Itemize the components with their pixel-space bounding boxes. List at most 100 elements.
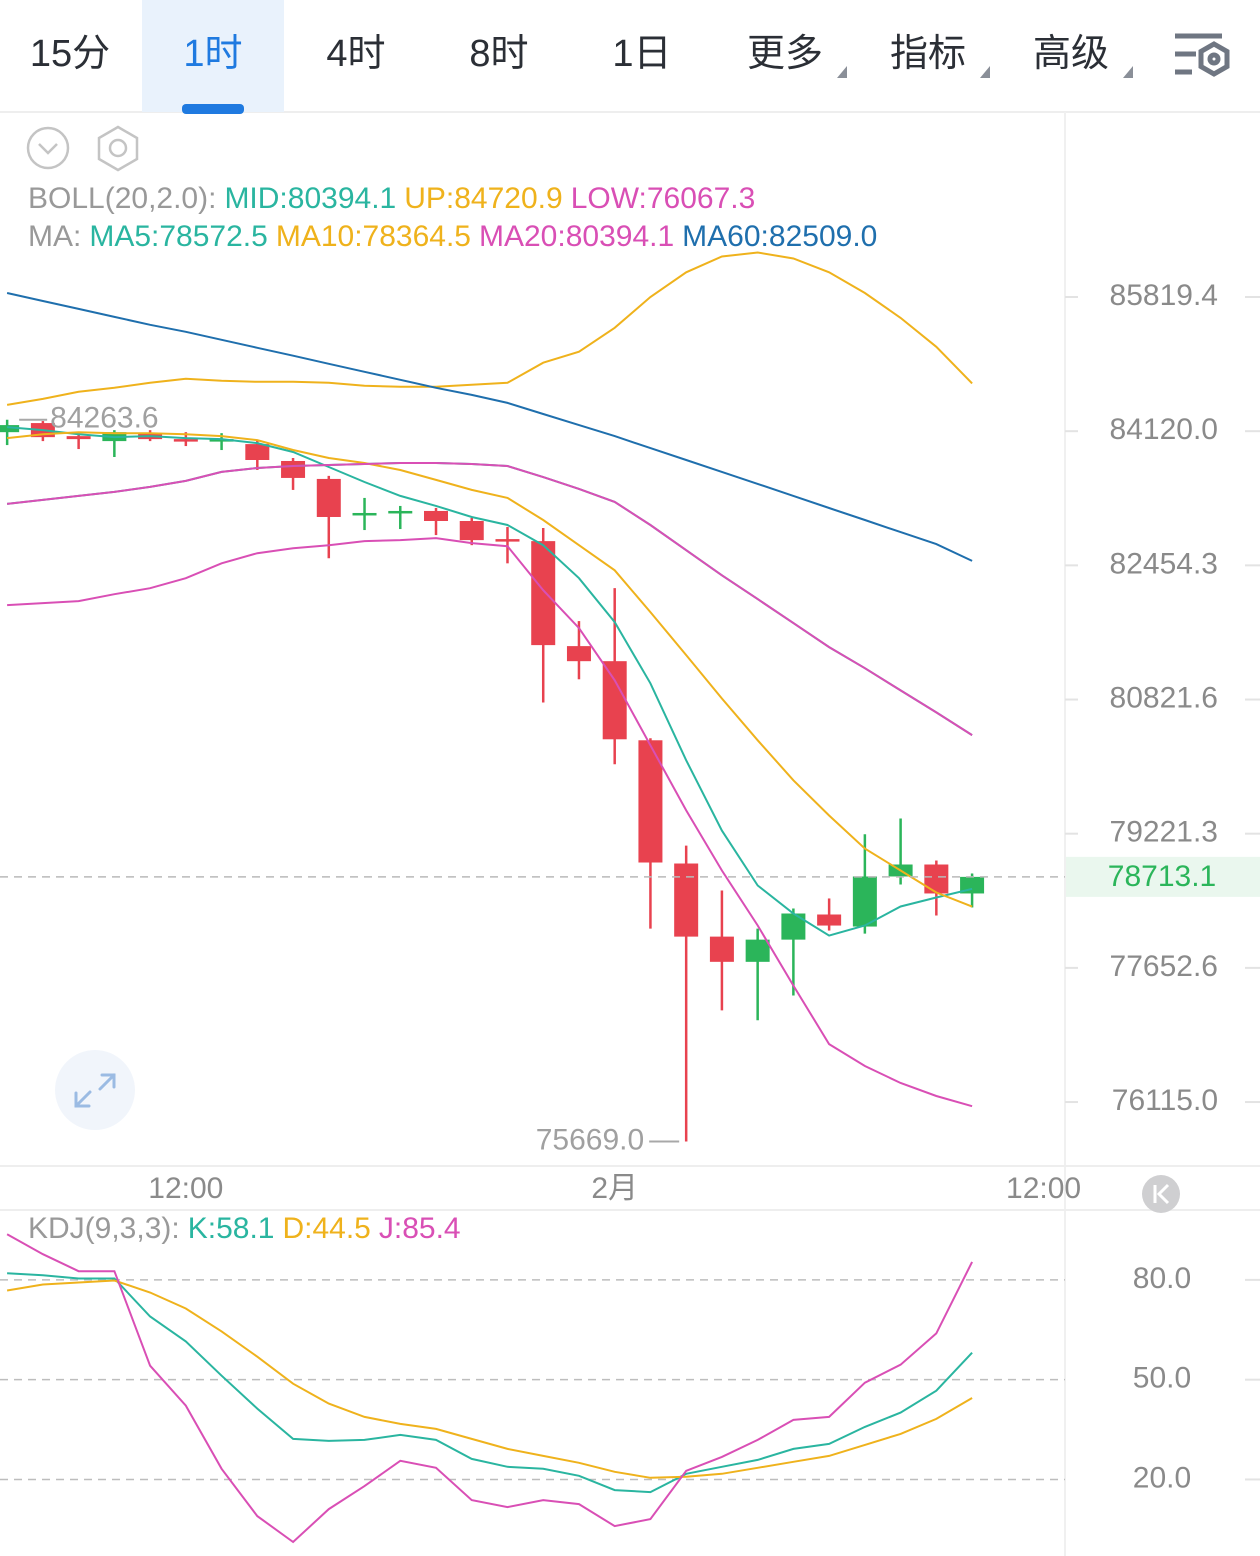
candle-body	[459, 520, 484, 541]
icon-dot	[108, 138, 128, 158]
y-tick-label: 79221.3	[1110, 816, 1218, 849]
tab-label: 高级	[1033, 33, 1109, 75]
legend-name: MA10:	[276, 220, 363, 253]
tab[interactable]: 1时	[142, 0, 284, 114]
x-tick-label: 2月	[591, 1172, 638, 1205]
kdj-line	[6, 1233, 973, 1544]
collapse-button[interactable]	[26, 126, 70, 170]
indicator-line	[6, 251, 973, 406]
settings-icon[interactable]	[1175, 33, 1230, 77]
tab-highlight	[142, 0, 284, 112]
legend-value: 82509.0	[769, 220, 877, 253]
y-tick-label: 50.0	[1133, 1362, 1191, 1395]
legend-name: LOW:	[571, 182, 647, 215]
indicator-line	[7, 426, 973, 937]
current-price: 78713.1	[1108, 860, 1216, 893]
y-tick-label: 84120.0	[1110, 413, 1218, 446]
indicator-line	[6, 462, 973, 736]
candle-body	[352, 512, 377, 516]
kdj-plot	[6, 1233, 973, 1544]
tab[interactable]: 高级	[1033, 33, 1133, 78]
icon-chevron	[1156, 1183, 1170, 1205]
y-tick-label: 85819.4	[1110, 279, 1218, 312]
candle-body	[0, 425, 20, 433]
tab-label: 15分	[30, 33, 110, 75]
icon-hexagon	[1198, 41, 1230, 77]
button-bg	[55, 1050, 135, 1130]
candle-body	[674, 863, 699, 937]
x-tick-label: 12:00	[1006, 1172, 1081, 1205]
candle-body	[281, 460, 306, 478]
tab-label: 1时	[183, 33, 242, 75]
legend: KDJ(9,3,3): K:58.1 D:44.5 J:85.4	[28, 1212, 461, 1245]
expand-button[interactable]	[55, 1050, 135, 1130]
tab-bar: 15分 1时 4时 8时 1日 更多 指标 高级	[0, 0, 1260, 114]
candle-body	[566, 646, 591, 662]
legend-value: 58.1	[216, 1212, 274, 1245]
scroll-latest-button[interactable]	[1142, 1175, 1180, 1213]
dropdown-caret	[980, 66, 990, 78]
candle-body	[924, 864, 949, 894]
dropdown-caret	[1123, 66, 1133, 78]
icon-arrow	[74, 1090, 92, 1108]
y-tick-label: 76115.0	[1112, 1084, 1218, 1117]
indicator-settings-button[interactable]	[97, 125, 139, 172]
tab[interactable]: 更多	[747, 33, 847, 78]
candle-body	[960, 876, 985, 894]
legend-name: MA20:	[479, 220, 566, 253]
legend-value: 76067.3	[647, 182, 755, 215]
dropdown-caret	[837, 66, 847, 78]
candle-body	[316, 478, 341, 517]
price-axis: 85819.4 84120.0 82454.3 80821.6 79221.3 77652…	[148, 279, 1260, 1205]
legend-title: KDJ(9,3,3):	[28, 1212, 180, 1245]
candle-plot	[0, 251, 985, 1142]
icon-dot	[1207, 52, 1221, 66]
tab-label: 4时	[326, 33, 385, 75]
tab-indicator	[182, 104, 244, 114]
legend-name: D:	[282, 1212, 312, 1245]
legend: BOLL(20,2.0): MID:80394.1 UP:84720.9 LOW:76…	[28, 182, 755, 215]
legend-name: UP:	[404, 182, 454, 215]
legend-value: 85.4	[402, 1212, 460, 1245]
legend-value: 80394.1	[288, 182, 396, 215]
legend-name: MA5:	[89, 220, 159, 253]
tab[interactable]: 1日	[612, 33, 671, 75]
legend-name: J:	[379, 1212, 402, 1245]
candle-body	[852, 876, 877, 927]
indicator-line	[6, 292, 973, 562]
indicator-line	[6, 431, 973, 908]
tab[interactable]: 8时	[469, 33, 528, 75]
candle-body	[709, 936, 734, 962]
icon-hexagon	[97, 125, 139, 172]
y-tick-label: 82454.3	[1110, 547, 1218, 580]
icon-circle	[26, 126, 70, 170]
tab[interactable]: 4时	[326, 33, 385, 75]
legend-name: K:	[188, 1212, 216, 1245]
tab[interactable]: 指标	[890, 33, 990, 78]
kdj-line	[7, 1272, 973, 1494]
legend: MA: MA5:78572.5 MA10:78364.5 MA20:80394.1 MA…	[28, 220, 877, 253]
candle-body	[495, 539, 520, 542]
y-tick-label: 20.0	[1133, 1461, 1191, 1494]
legend-name: MA60:	[682, 220, 769, 253]
legend-value: 80394.1	[566, 220, 674, 253]
candle-body	[245, 444, 270, 460]
legend-value: 78572.5	[159, 220, 267, 253]
candle-body	[424, 510, 449, 521]
tab-label: 更多	[747, 33, 823, 75]
indicator-line	[7, 537, 973, 1108]
tab-label: 8时	[469, 33, 528, 75]
candle-body	[209, 439, 234, 442]
legend-value: 84720.9	[454, 182, 562, 215]
legend-value: 78364.5	[363, 220, 471, 253]
icon-chevron	[38, 143, 58, 155]
candle-body	[745, 939, 770, 962]
icon-arrow	[98, 1073, 116, 1091]
candle-body	[173, 439, 198, 442]
tab[interactable]: 15分	[30, 33, 110, 75]
legend-title: BOLL(20,2.0):	[28, 182, 216, 215]
price-tag	[1066, 856, 1260, 897]
